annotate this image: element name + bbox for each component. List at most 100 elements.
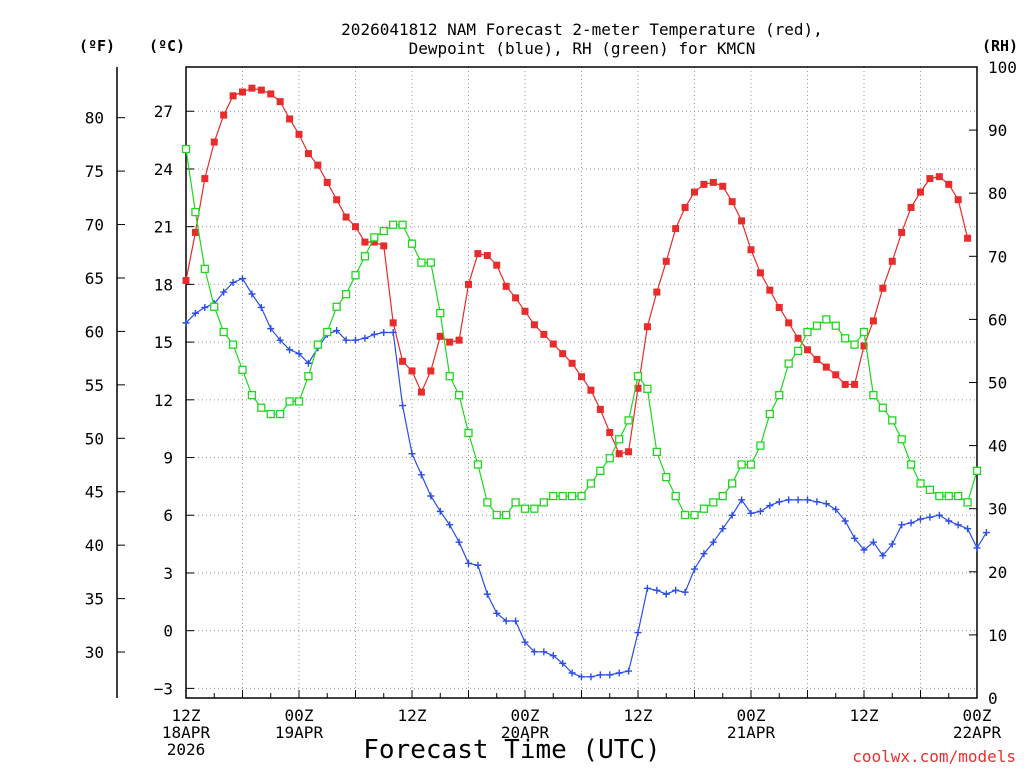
gridlines xyxy=(186,67,977,698)
temperature-point xyxy=(521,307,529,315)
temperature-point xyxy=(954,196,962,204)
rh-point xyxy=(775,390,784,400)
rh-point xyxy=(812,321,822,330)
dewpoint-point xyxy=(869,538,877,546)
celsius-tick-label: −3 xyxy=(154,679,173,698)
temperature-point xyxy=(907,203,915,211)
temperature-point xyxy=(540,330,548,338)
rh-point xyxy=(210,302,219,311)
dewpoint-point xyxy=(201,303,209,311)
temperature-point xyxy=(841,380,849,388)
temperature-point xyxy=(869,317,877,325)
fahrenheit-tick-label: 40 xyxy=(85,536,104,555)
x-tick-label: 20APR xyxy=(501,723,550,742)
dewpoint-point xyxy=(248,290,256,298)
dewpoint-point xyxy=(417,471,425,479)
temperature-point xyxy=(455,336,463,344)
rh-point xyxy=(473,460,483,469)
dewpoint-point xyxy=(220,288,228,296)
dewpoint-point xyxy=(615,669,623,677)
celsius-tick-label: 15 xyxy=(154,333,173,352)
temperature-point xyxy=(719,182,727,190)
temperature-point xyxy=(681,203,689,211)
celsius-tick-label: 0 xyxy=(163,622,173,641)
rh-point xyxy=(266,409,275,419)
dewpoint-point xyxy=(493,609,501,617)
rh-point xyxy=(511,498,520,507)
dewpoint-point xyxy=(926,513,934,521)
temperature-point xyxy=(775,303,783,311)
temperature-point xyxy=(756,269,764,277)
temperature-point xyxy=(399,357,407,365)
dewpoint-point xyxy=(860,546,868,554)
rh-point xyxy=(502,510,511,520)
temperature-point xyxy=(662,257,670,265)
temperature-point xyxy=(408,367,416,375)
rh-point xyxy=(219,327,228,337)
dewpoint-point xyxy=(342,336,350,344)
temperature-point xyxy=(860,342,868,350)
fahrenheit-tick-label: 55 xyxy=(85,376,104,395)
rh-tick-label: 70 xyxy=(988,247,1007,266)
rh-point xyxy=(586,479,596,488)
dewpoint-point xyxy=(973,544,981,552)
temperature-point xyxy=(559,350,567,358)
dewpoint-point xyxy=(917,515,924,523)
rh-point xyxy=(454,390,464,400)
rh-point xyxy=(728,479,737,488)
dewpoint-point xyxy=(596,671,604,679)
rh-point xyxy=(793,346,803,356)
rh-point xyxy=(464,428,473,438)
rh-point xyxy=(520,504,530,513)
x-tick-label: 00Z xyxy=(737,706,766,725)
rh-point xyxy=(539,498,548,507)
temperature-point xyxy=(898,228,906,236)
dewpoint-point xyxy=(446,521,454,529)
dewpoint-point xyxy=(728,511,736,519)
temperature-point xyxy=(794,334,802,342)
dewpoint-point xyxy=(512,617,520,625)
rh-point xyxy=(596,466,605,475)
temperature-point xyxy=(738,217,746,225)
temperature-point xyxy=(229,92,237,100)
temperature-point xyxy=(191,228,199,236)
fahrenheit-tick-label: 50 xyxy=(85,429,104,448)
dewpoint-point xyxy=(389,328,397,336)
dewpoint-point xyxy=(766,502,774,510)
temperature-point xyxy=(747,246,755,254)
rh-point xyxy=(398,220,407,229)
rh-point xyxy=(963,498,972,507)
dewpoint-point xyxy=(606,671,614,679)
dewpoint-point xyxy=(662,590,670,598)
dewpoint-point xyxy=(822,500,830,508)
dewpoint-point xyxy=(954,521,962,529)
dewpoint-point xyxy=(229,278,237,286)
temperature-point xyxy=(935,173,943,181)
dewpoint-point xyxy=(813,498,821,506)
rh-point xyxy=(954,491,963,501)
rh-point xyxy=(577,491,586,501)
rh-point xyxy=(181,144,191,154)
dewpoint-point xyxy=(455,538,463,546)
temperature-point xyxy=(606,429,614,437)
temperature-point xyxy=(709,178,717,186)
temperature-point xyxy=(512,294,520,302)
dewpoint-point xyxy=(380,328,388,336)
temperature-point xyxy=(568,359,576,367)
rh-point xyxy=(191,207,200,217)
rh-point xyxy=(671,491,680,501)
dewpoint-point xyxy=(945,517,953,525)
temperature-point xyxy=(578,373,585,381)
dewpoint-point xyxy=(191,309,199,317)
fahrenheit-tick-label: 30 xyxy=(85,643,104,662)
dewpoint-point xyxy=(540,648,548,656)
dewpoint-point xyxy=(333,327,341,335)
temperature-point xyxy=(304,150,312,158)
temperature-point xyxy=(257,86,265,94)
celsius-tick-label: 3 xyxy=(163,564,173,583)
dewpoint-point xyxy=(399,402,407,410)
x-tick-label: 22APR xyxy=(953,723,1002,742)
temperature-point xyxy=(879,284,887,292)
dewpoint-point xyxy=(672,586,680,594)
fahrenheit-tick-label: 35 xyxy=(85,590,104,609)
